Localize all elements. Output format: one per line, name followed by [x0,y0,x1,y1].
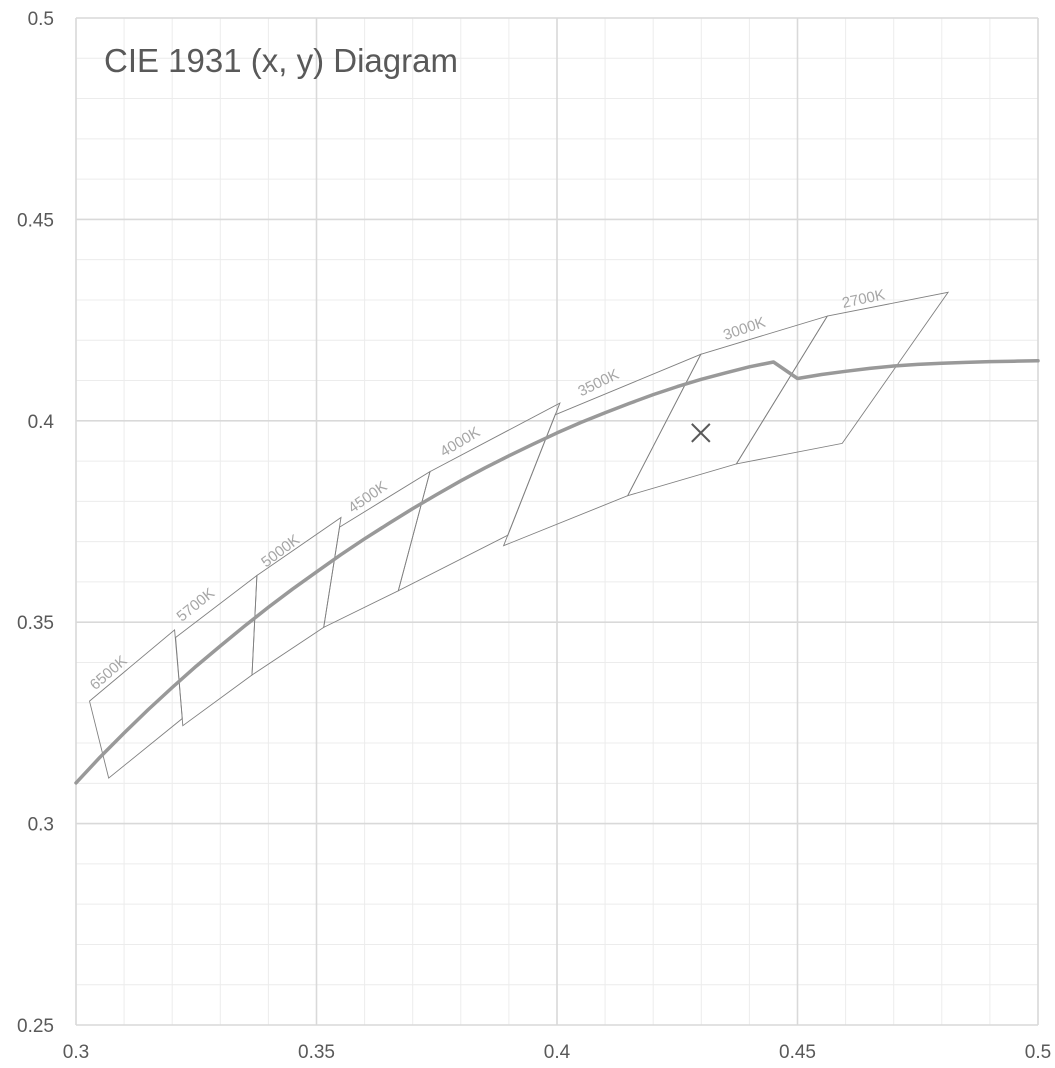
measured-point-marker [691,423,711,443]
x-tick-label: 0.45 [779,1042,816,1063]
planckian-locus-line [74,359,1040,785]
x-tick-label: 0.5 [1025,1042,1051,1063]
y-axis-tick-labels: 0.25 0.3 0.35 0.4 0.45 0.5 [17,9,54,1037]
y-tick-label: 0.4 [28,412,55,433]
quadrangle-4000k [397,402,561,592]
y-tick-label: 0.35 [17,613,54,634]
x-axis-tick-labels: 0.3 0.35 0.4 0.45 0.5 [63,1042,1051,1063]
x-tick-label: 0.3 [63,1042,89,1063]
cct-label-4000k: 4000K [437,424,483,461]
planckian-locus [74,359,1040,785]
chart-title: CIE 1931 (x, y) Diagram [104,42,458,79]
y-tick-label: 0.25 [17,1016,54,1037]
cct-label-3500k: 3500K [575,366,621,400]
cct-label-5700k: 5700K [174,585,218,626]
y-tick-label: 0.3 [28,815,54,836]
y-tick-label: 0.45 [17,210,54,231]
quadrangle-2700k [735,291,950,465]
marker-x-stroke-2 [691,423,711,443]
cct-label-3000k: 3000K [721,314,768,344]
x-tick-label: 0.35 [298,1042,335,1063]
major-gridlines [75,17,1039,1026]
x-tick-label: 0.4 [544,1042,571,1063]
y-tick-label: 0.5 [28,9,54,30]
cct-label-4500k: 4500K [345,478,390,517]
cct-label-2700k: 2700K [840,286,886,312]
cct-label-5000k: 5000K [258,531,303,571]
ansi-quadrangles [88,291,950,779]
